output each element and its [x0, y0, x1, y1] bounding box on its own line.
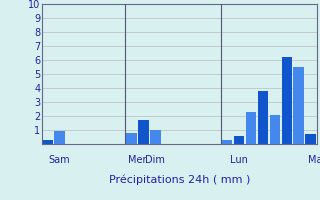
- Bar: [42, 140, 53, 144]
- Bar: [293, 67, 304, 144]
- Bar: [269, 115, 280, 144]
- Text: Sam: Sam: [49, 155, 70, 165]
- Bar: [282, 57, 292, 144]
- Bar: [150, 130, 161, 144]
- Bar: [234, 136, 244, 144]
- Text: Lun: Lun: [230, 155, 248, 165]
- Text: Précipitations 24h ( mm ): Précipitations 24h ( mm ): [108, 175, 250, 185]
- Bar: [54, 131, 65, 144]
- Bar: [222, 140, 232, 144]
- Bar: [246, 112, 256, 144]
- Bar: [126, 133, 137, 144]
- Text: Mer: Mer: [128, 155, 147, 165]
- Bar: [138, 120, 149, 144]
- Bar: [258, 91, 268, 144]
- Text: Dim: Dim: [145, 155, 165, 165]
- Text: Mar: Mar: [308, 155, 320, 165]
- Bar: [305, 134, 316, 144]
